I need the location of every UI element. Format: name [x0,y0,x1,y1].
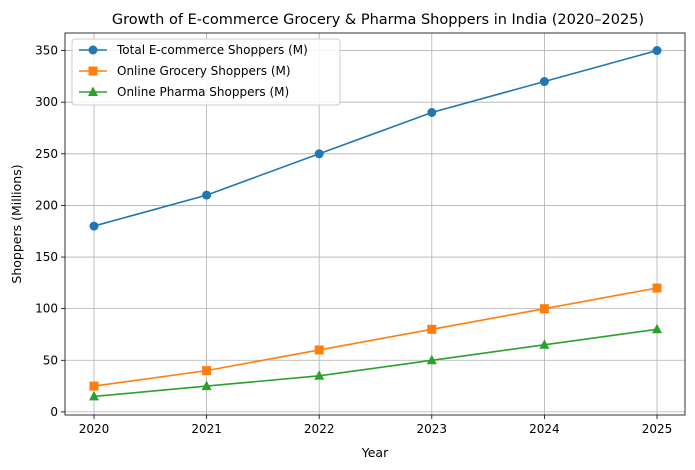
data-point-total [314,149,324,159]
series-layer [89,46,662,401]
legend-item-grocery: Online Grocery Shoppers (M) [79,64,291,78]
legend-box [71,38,341,106]
data-point-total [652,46,662,56]
x-tick-label: 2025 [642,422,673,436]
series-line-total [93,49,658,227]
data-point-grocery [539,304,549,314]
data-point-grocery [652,283,662,293]
x-tick-label: 2024 [529,422,560,436]
data-point-pharma [89,390,99,401]
legend: Total E-commerce Shoppers (M) Online Groc… [71,38,341,106]
legend-item-total: Total E-commerce Shoppers (M) [79,43,308,57]
plot-frame [64,32,686,416]
x-tick-label: 2020 [79,422,110,436]
data-point-grocery [202,366,212,376]
legend-label: Online Pharma Shoppers (M) [117,85,289,99]
y-axis-ticks: 0 50 100 150 200 250 300 350 [35,44,65,419]
data-point-pharma [426,354,437,365]
y-tick-label: 350 [35,44,58,58]
y-tick-label: 50 [43,353,58,367]
legend-item-pharma: Online Pharma Shoppers (M) [79,85,289,99]
legend-swatch-marker [88,66,98,76]
y-tick-label: 200 [35,198,58,212]
data-point-pharma [652,323,662,334]
data-point-grocery [427,324,437,334]
legend-label: Online Grocery Shoppers (M) [117,64,291,78]
x-tick-label: 2021 [191,422,222,436]
data-point-grocery [89,381,99,391]
x-axis-ticks: 2020 2021 2022 2023 2024 2025 [79,415,673,436]
legend-swatch-marker [88,86,98,96]
data-point-pharma [539,339,550,349]
y-axis-label: Shoppers (Millions) [9,164,24,283]
legend-label: Total E-commerce Shoppers (M) [116,43,308,57]
data-point-total [427,107,437,117]
series-total [89,46,662,231]
y-tick-label: 100 [35,302,58,316]
data-point-total [539,77,549,87]
y-tick-label: 250 [35,147,58,161]
data-point-pharma [314,370,325,380]
chart-title: Growth of E-commerce Grocery & Pharma Sh… [112,12,644,28]
x-tick-label: 2022 [304,422,335,436]
data-point-total [202,190,212,200]
y-tick-label: 0 [50,405,58,419]
series-grocery [89,283,662,391]
series-line-pharma [93,328,658,398]
y-tick-label: 150 [35,250,58,264]
series-pharma [89,323,662,401]
data-point-pharma [201,380,212,391]
y-tick-label: 300 [35,95,58,109]
data-point-total [89,221,99,231]
x-tick-label: 2023 [417,422,448,436]
data-point-grocery [314,345,324,355]
legend-swatch-marker [88,45,98,55]
x-axis-label: Year [361,445,389,460]
series-line-grocery [93,287,658,387]
